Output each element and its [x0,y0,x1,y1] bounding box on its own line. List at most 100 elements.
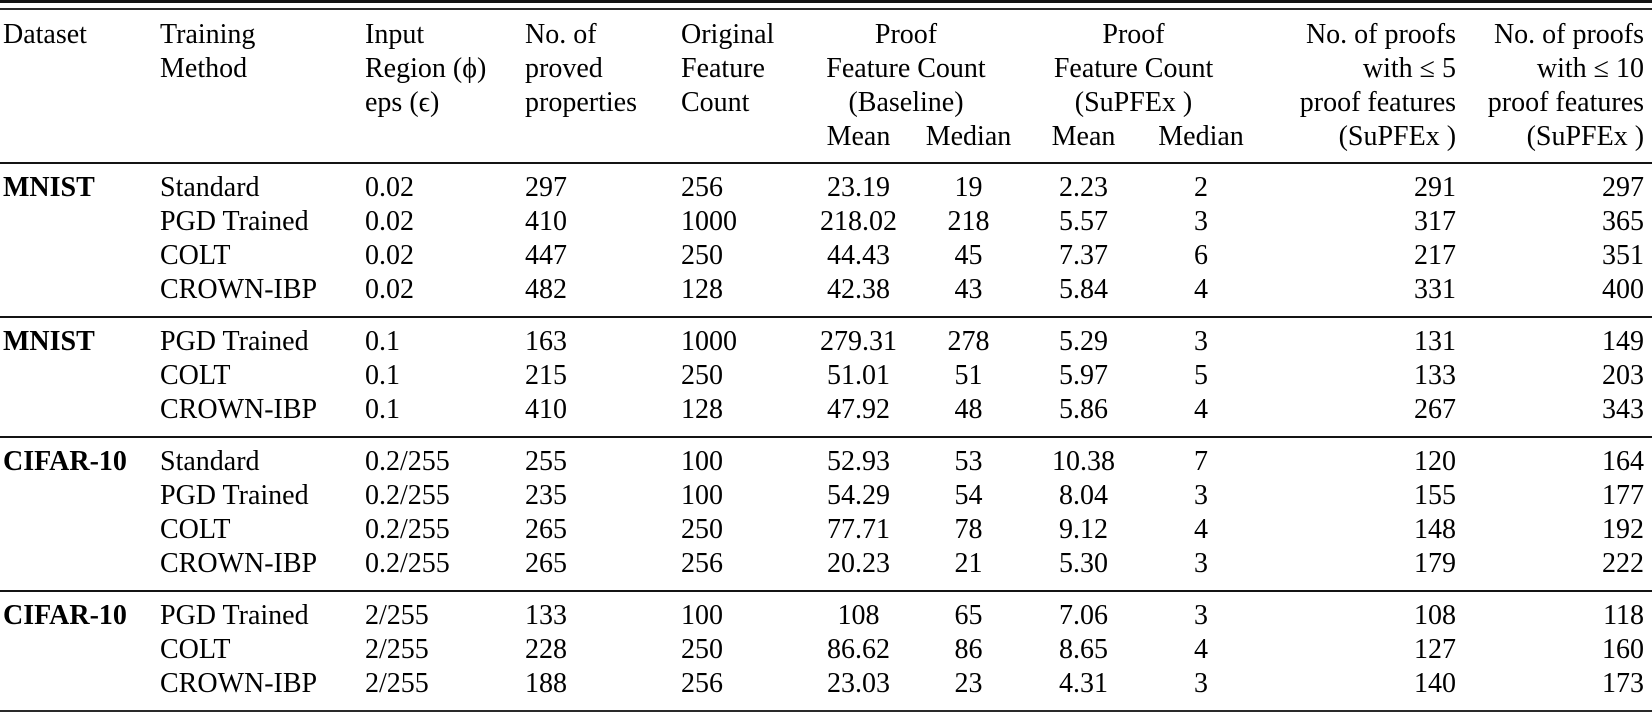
header-line: (SuPFEx ) [1526,121,1645,152]
cell-supfex-median: 3 [1194,480,1209,511]
header-line: Training [160,19,256,50]
cell-proofs-le10: 222 [1602,548,1645,579]
cell-baseline-mean: 51.01 [827,360,890,391]
cell-eps: 0.02 [365,274,414,305]
cell-baseline-mean: 54.29 [827,480,890,511]
cell-proofs-le5: 148 [1414,514,1457,545]
header-line: Proof [1102,19,1165,50]
cell-dataset [0,205,160,239]
cell-supfex-median: 4 [1194,274,1209,305]
table-group: MNIST Standard 0.02 297 256 23.19 19 2.2… [0,163,1652,317]
header-line: proof features [1299,87,1457,118]
cell-dataset: MNIST [3,172,95,203]
cell-proved: 265 [525,514,567,545]
cell-baseline-median: 278 [947,326,990,357]
cell-baseline-mean: 23.19 [827,172,890,203]
cell-proved: 215 [525,360,567,391]
cell-proofs-le10: 192 [1602,514,1645,545]
cell-baseline-mean: 23.03 [827,668,890,699]
cell-supfex-mean: 5.97 [1059,360,1109,391]
cell-method: PGD Trained [160,600,309,631]
cell-baseline-mean: 42.38 [827,274,890,305]
cell-proved: 235 [525,480,567,511]
cell-orig-count: 128 [681,274,723,305]
cell-supfex-mean: 5.57 [1059,206,1109,237]
cell-proofs-le5: 155 [1414,480,1457,511]
cell-method: COLT [160,634,231,665]
cell-eps: 0.1 [365,326,400,357]
cell-supfex-median: 3 [1194,668,1209,699]
cell-dataset [0,393,160,437]
cell-supfex-median: 3 [1194,206,1209,237]
table-group: CIFAR-10 PGD Trained 2/255 133 100 108 6… [0,591,1652,711]
cell-proved: 133 [525,600,567,631]
cell-dataset [0,547,160,591]
cell-proved: 297 [525,172,567,203]
cell-dataset [0,633,160,667]
cell-proofs-le5: 120 [1414,446,1457,477]
cell-eps: 2/255 [365,600,429,631]
cell-baseline-mean: 218.02 [820,206,897,237]
cell-supfex-mean: 4.31 [1059,668,1109,699]
cell-baseline-mean: 279.31 [820,326,897,357]
table-row: CIFAR-10 Standard 0.2/255 255 100 52.93 … [0,437,1652,479]
cell-proofs-le10: 164 [1602,446,1645,477]
cell-orig-count: 250 [681,360,723,391]
header-line: No. of proofs [1493,19,1645,50]
table-header: Dataset Training Method Input Region (ϕ)… [0,9,1652,163]
cell-dataset [0,359,160,393]
cell-baseline-median: 54 [954,480,983,511]
cell-supfex-median: 4 [1194,514,1209,545]
header-line: Input [365,19,425,50]
cell-dataset [0,479,160,513]
col-header-proofs-le10: No. of proofs with ≤ 10 proof features (… [1466,9,1652,163]
cell-proofs-le10: 149 [1602,326,1645,357]
col-group-baseline: Proof Feature Count (Baseline) [796,9,1016,120]
cell-eps: 0.02 [365,172,414,203]
cell-proofs-le10: 177 [1602,480,1645,511]
col-header-training-method: Training Method [160,9,365,163]
cell-baseline-median: 23 [954,668,983,699]
cell-orig-count: 100 [681,446,723,477]
cell-proofs-le5: 179 [1414,548,1457,579]
cell-proofs-le10: 400 [1602,274,1645,305]
cell-proofs-le10: 297 [1602,172,1645,203]
cell-supfex-median: 3 [1194,326,1209,357]
cell-baseline-median: 19 [954,172,983,203]
table-row: COLT 2/255 228 250 86.62 86 8.65 4 127 1… [0,633,1652,667]
header-line: Method [160,53,248,84]
cell-proofs-le5: 131 [1414,326,1457,357]
cell-eps: 2/255 [365,668,429,699]
cell-eps: 0.02 [365,240,414,271]
cell-eps: 0.02 [365,206,414,237]
header-line: proof features [1487,87,1645,118]
cell-supfex-mean: 8.04 [1059,480,1109,511]
cell-proofs-le10: 203 [1602,360,1645,391]
table-row: CROWN-IBP 0.1 410 128 47.92 48 5.86 4 26… [0,393,1652,437]
table-row: PGD Trained 0.2/255 235 100 54.29 54 8.0… [0,479,1652,513]
cell-baseline-median: 53 [954,446,983,477]
cell-baseline-mean: 44.43 [827,240,890,271]
cell-proofs-le10: 365 [1602,206,1645,237]
table-row: MNIST PGD Trained 0.1 163 1000 279.31 27… [0,317,1652,359]
subheader-baseline-median: Median [925,121,1012,152]
cell-orig-count: 1000 [681,326,737,357]
cell-baseline-mean: 20.23 [827,548,890,579]
col-header-original-feature-count: Original Feature Count [681,9,796,163]
cell-eps: 0.1 [365,360,400,391]
cell-dataset: CIFAR-10 [3,600,127,631]
col-header-dataset: Dataset [0,9,160,163]
cell-dataset: MNIST [3,326,95,357]
cell-dataset [0,239,160,273]
cell-baseline-median: 45 [954,240,983,271]
cell-proofs-le5: 267 [1414,394,1457,425]
cell-baseline-median: 51 [954,360,983,391]
cell-proofs-le5: 127 [1414,634,1457,665]
table-row: MNIST Standard 0.02 297 256 23.19 19 2.2… [0,163,1652,205]
cell-orig-count: 250 [681,240,723,271]
cell-proofs-le10: 351 [1602,240,1645,271]
cell-method: COLT [160,514,231,545]
table-row: COLT 0.2/255 265 250 77.71 78 9.12 4 148… [0,513,1652,547]
col-header-proofs-le5: No. of proofs with ≤ 5 proof features (S… [1251,9,1466,163]
